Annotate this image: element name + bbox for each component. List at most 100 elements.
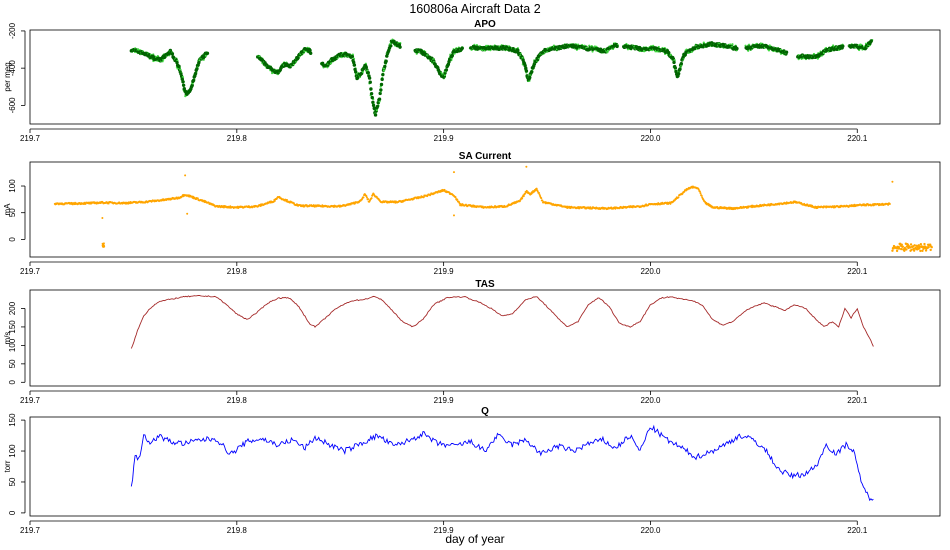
sa-current-outlier — [525, 165, 528, 168]
apo-point — [191, 78, 196, 83]
sa-current-outlier — [452, 171, 455, 174]
sa-current-point — [908, 246, 912, 249]
apo-point — [371, 103, 376, 108]
apo-point — [373, 113, 378, 117]
x-axis-label: day of year — [445, 532, 504, 546]
sa-current-point — [535, 187, 538, 190]
q-series-line — [130, 424, 874, 502]
sa-current-outlier — [184, 174, 187, 177]
sa-current-x-tick-label: 219.7 — [20, 267, 41, 276]
apo-point — [378, 91, 382, 96]
sa-current-point — [541, 199, 544, 202]
sa-current-point — [102, 245, 105, 248]
apo-point — [352, 60, 356, 65]
apo-x-tick-label: 219.7 — [20, 134, 41, 143]
apo-point — [444, 68, 449, 72]
apo-point — [352, 63, 357, 67]
tas-series-line — [130, 295, 874, 349]
apo-point-light — [378, 100, 381, 103]
apo-point — [350, 54, 355, 59]
q-x-tick-label: 220.0 — [640, 526, 661, 535]
apo-point — [367, 76, 372, 80]
q-y-tick-label: 150 — [8, 413, 17, 427]
sa-current-point — [929, 248, 932, 252]
q-x-tick-label: 219.8 — [227, 526, 248, 535]
sa-current-point — [522, 194, 525, 197]
sa-current-y-tick-label: 50 — [8, 208, 17, 217]
apo-point — [372, 106, 376, 111]
sa-current-point — [895, 249, 899, 253]
apo-y-label: per meg — [3, 62, 12, 91]
tas-x-tick-label: 219.9 — [434, 396, 455, 405]
sa-current-point — [699, 192, 702, 195]
apo-point — [676, 71, 681, 76]
apo-point — [379, 82, 384, 87]
sa-current-point — [537, 191, 540, 194]
apo-point — [381, 72, 385, 77]
tas-x-tick-label: 219.8 — [227, 396, 248, 405]
sa-current-outlier — [101, 217, 104, 220]
tas-x-tick-label: 220.1 — [847, 396, 868, 405]
q-title: Q — [481, 406, 489, 417]
sa-current-point — [540, 197, 543, 200]
sa-current-point — [923, 242, 926, 246]
tas-y-tick-label: 0 — [8, 380, 17, 385]
apo-point — [170, 52, 175, 56]
apo-point — [180, 77, 185, 81]
apo-point — [460, 46, 464, 50]
q-y-tick-label: 100 — [8, 444, 17, 458]
apo-y-tick-label: -200 — [8, 22, 17, 39]
sa-current-point — [683, 190, 686, 193]
sa-current-x-tick-label: 220.1 — [847, 267, 868, 276]
apo-x-tick-label: 219.8 — [227, 134, 248, 143]
apo-point — [177, 64, 181, 69]
apo-point — [389, 44, 393, 48]
panel-sa-current: SA Current 219.7 219.8 219.9 220.0 220.1 0 50 10… — [3, 151, 941, 276]
apo-point — [379, 88, 383, 92]
apo-point — [369, 91, 374, 96]
apo-point — [369, 87, 373, 91]
sa-current-title: SA Current — [459, 151, 512, 162]
sa-current-point — [912, 249, 916, 252]
apo-point — [679, 62, 684, 66]
tas-y-tick-label: 150 — [8, 320, 17, 334]
apo-point — [205, 51, 210, 56]
tas-plot-frame — [29, 289, 941, 387]
sa-current-point — [924, 249, 928, 252]
apo-point — [195, 67, 199, 71]
sa-current-outlier — [186, 212, 189, 215]
sa-current-point — [370, 197, 373, 200]
apo-point — [672, 60, 676, 65]
apo-point — [364, 65, 368, 69]
sa-current-point — [930, 246, 933, 249]
q-y-tick-label: 0 — [8, 510, 17, 515]
apo-data — [129, 38, 874, 117]
sa-current-point — [909, 243, 913, 246]
sa-current-point — [286, 199, 289, 202]
sa-current-point — [456, 198, 459, 201]
sa-current-plot-frame — [29, 161, 941, 258]
figure-title: 160806a Aircraft Data 2 — [409, 2, 540, 16]
sa-current-data — [53, 165, 933, 253]
apo-point — [516, 48, 520, 53]
sa-current-point — [539, 195, 542, 198]
q-y-tick-label: 50 — [8, 477, 17, 486]
tas-y-tick-label: 50 — [8, 359, 17, 368]
sa-current-point — [458, 201, 461, 204]
q-y-label: torr — [3, 460, 12, 472]
apo-x-tick-label: 220.0 — [640, 134, 661, 143]
apo-point — [377, 97, 382, 101]
apo-point — [869, 39, 873, 43]
apo-point — [371, 100, 375, 105]
sa-current-point — [273, 199, 276, 202]
sa-current-point — [538, 193, 541, 196]
sa-current-point — [536, 190, 539, 193]
apo-point — [398, 45, 402, 49]
apo-point — [784, 50, 789, 54]
apo-point — [190, 83, 194, 88]
q-x-tick-label: 219.7 — [20, 526, 41, 535]
q-plot-frame — [29, 416, 941, 517]
sa-current-outlier — [891, 180, 894, 183]
sa-current-y-label: mA — [3, 203, 12, 216]
